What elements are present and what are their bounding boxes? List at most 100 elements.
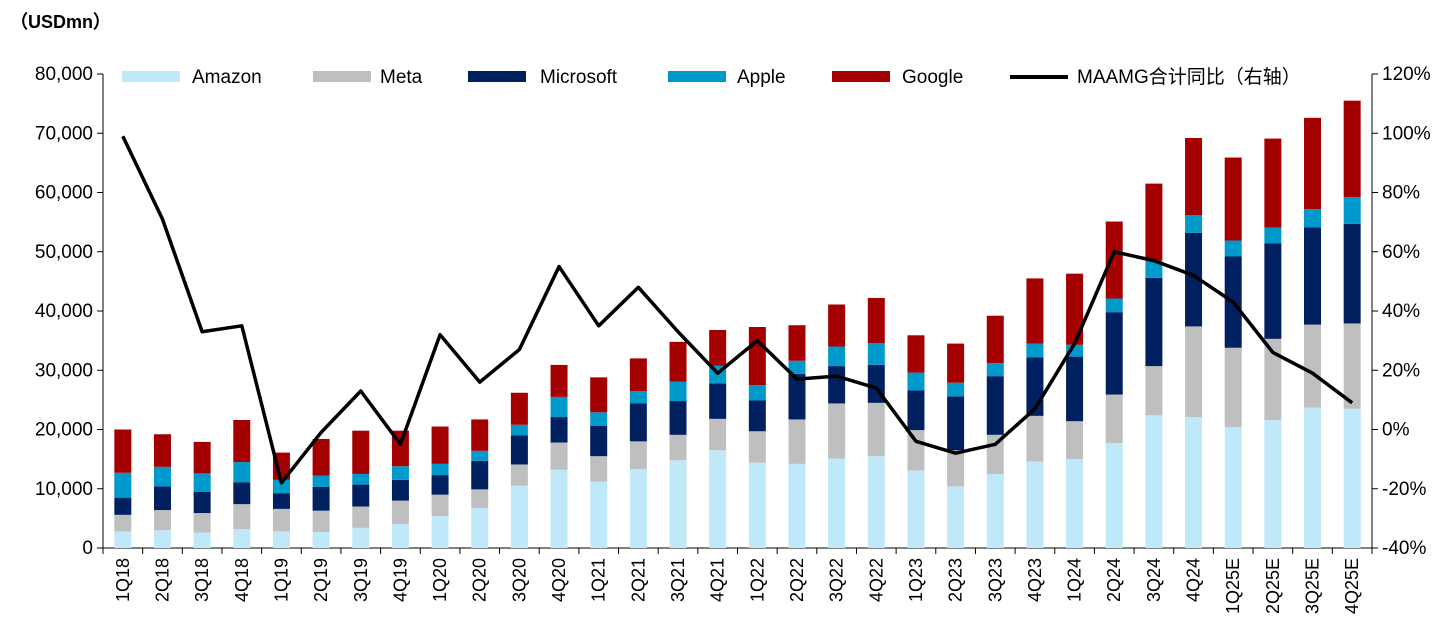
x-tick-label: 3Q25E bbox=[1303, 558, 1323, 614]
axes: 0 10,000 20,000 30,000 40,000 50,000 60,000 70,… bbox=[35, 64, 1431, 614]
left-tick-label: 70,000 bbox=[35, 123, 93, 144]
bar-apple-2q20 bbox=[471, 450, 489, 461]
bar-apple-4q23 bbox=[1026, 343, 1044, 358]
bar-google-1q25e bbox=[1224, 157, 1242, 241]
bar-google-2q24 bbox=[1105, 221, 1123, 299]
bar-apple-3q18 bbox=[193, 473, 211, 492]
bar-microsoft-3q24 bbox=[1145, 277, 1163, 367]
bar-microsoft-2q25e bbox=[1264, 243, 1282, 339]
left-tick-label: 60,000 bbox=[35, 183, 93, 204]
bar-apple-1q21 bbox=[590, 412, 608, 426]
left-tick-label: 0 bbox=[82, 538, 93, 559]
right-tick-label: 20% bbox=[1382, 360, 1420, 381]
bar-apple-1q25e bbox=[1224, 240, 1242, 257]
bar-google-4q20 bbox=[550, 364, 568, 397]
unit-label: （USDmn） bbox=[10, 12, 112, 32]
bar-amazon-4q24 bbox=[1185, 417, 1203, 548]
bar-microsoft-1q23 bbox=[907, 390, 925, 431]
bar-microsoft-2q21 bbox=[629, 403, 647, 442]
bar-meta-4q22 bbox=[867, 402, 885, 457]
right-tick-label: 0% bbox=[1382, 420, 1410, 441]
bar-microsoft-1q21 bbox=[590, 425, 608, 457]
bar-meta-1q21 bbox=[590, 456, 608, 482]
bar-meta-4q18 bbox=[233, 504, 251, 530]
bar-meta-3q21 bbox=[669, 434, 687, 461]
bar-apple-4q19 bbox=[391, 466, 409, 480]
bar-amazon-2q20 bbox=[471, 508, 489, 548]
bar-meta-3q24 bbox=[1145, 366, 1163, 416]
legend-label-line: MAAMG合计同比（右轴） bbox=[1077, 66, 1301, 88]
left-tick-label: 50,000 bbox=[35, 242, 93, 263]
x-tick-label: 3Q19 bbox=[351, 558, 371, 602]
bar-meta-2q21 bbox=[629, 441, 647, 470]
bar-google-2q21 bbox=[629, 358, 647, 391]
bar-microsoft-2q24 bbox=[1105, 312, 1123, 395]
x-tick-label: 4Q21 bbox=[708, 558, 728, 602]
bar-apple-1q23 bbox=[907, 372, 925, 391]
bar-google-3q20 bbox=[510, 392, 528, 425]
bar-google-1q24 bbox=[1066, 273, 1084, 345]
x-tick-label: 3Q18 bbox=[192, 558, 212, 602]
bar-meta-4q20 bbox=[550, 442, 568, 470]
bar-apple-3q23 bbox=[986, 363, 1004, 377]
bar-amazon-3q18 bbox=[193, 532, 211, 548]
bar-amazon-4q19 bbox=[391, 524, 409, 548]
bar-meta-2q19 bbox=[312, 510, 330, 533]
bar-microsoft-4q25e bbox=[1343, 223, 1361, 324]
bar-google-1q23 bbox=[907, 335, 925, 373]
bar-amazon-2q22 bbox=[788, 463, 806, 548]
bar-google-3q21 bbox=[669, 341, 687, 382]
bar-amazon-1q25e bbox=[1224, 427, 1242, 548]
bar-amazon-4q18 bbox=[233, 529, 251, 548]
right-tick-label: 120% bbox=[1382, 64, 1431, 85]
x-tick-label: 4Q25E bbox=[1342, 558, 1362, 614]
bar-apple-1q22 bbox=[748, 385, 766, 401]
bar-microsoft-4q24 bbox=[1185, 232, 1203, 327]
x-tick-label: 2Q25E bbox=[1263, 558, 1283, 614]
x-tick-label: 3Q21 bbox=[668, 558, 688, 602]
bar-meta-2q20 bbox=[471, 489, 489, 509]
bar-meta-1q23 bbox=[907, 430, 925, 471]
bar-google-3q23 bbox=[986, 315, 1004, 364]
left-tick-label: 20,000 bbox=[35, 420, 93, 441]
bar-google-3q19 bbox=[352, 430, 370, 474]
bar-meta-2q18 bbox=[153, 510, 171, 531]
bar-microsoft-1q22 bbox=[748, 400, 766, 432]
bar-meta-2q24 bbox=[1105, 394, 1123, 444]
bar-apple-3q22 bbox=[828, 346, 846, 367]
bar-meta-2q25e bbox=[1264, 338, 1282, 421]
yoy-line-path bbox=[121, 135, 1354, 485]
bar-apple-3q25e bbox=[1304, 209, 1322, 228]
bar-apple-3q19 bbox=[352, 473, 370, 485]
bar-amazon-4q22 bbox=[867, 456, 885, 548]
bar-apple-2q18 bbox=[153, 466, 171, 487]
bar-microsoft-1q18 bbox=[114, 497, 132, 515]
x-tick-label: 4Q19 bbox=[390, 558, 410, 602]
bar-apple-4q18 bbox=[233, 462, 251, 483]
bar-meta-3q20 bbox=[510, 464, 528, 486]
bar-google-4q25e bbox=[1343, 100, 1361, 198]
bar-amazon-2q23 bbox=[947, 486, 965, 548]
right-tick-label: 80% bbox=[1382, 183, 1420, 204]
bar-microsoft-2q20 bbox=[471, 460, 489, 490]
bar-apple-4q25e bbox=[1343, 197, 1361, 224]
x-tick-label: 3Q20 bbox=[509, 558, 529, 602]
bar-apple-3q20 bbox=[510, 424, 528, 436]
x-tick-label: 2Q24 bbox=[1104, 558, 1124, 602]
bar-microsoft-4q20 bbox=[550, 417, 568, 443]
bar-google-2q20 bbox=[471, 419, 489, 451]
bar-amazon-1q19 bbox=[272, 531, 290, 548]
legend-swatch-microsoft bbox=[468, 71, 526, 82]
x-tick-label: 3Q23 bbox=[985, 558, 1005, 602]
x-tick-label: 2Q19 bbox=[311, 558, 331, 602]
bar-meta-2q22 bbox=[788, 419, 806, 464]
bar-apple-4q20 bbox=[550, 396, 568, 418]
right-tick-label: 40% bbox=[1382, 301, 1420, 322]
right-tick-label: 100% bbox=[1382, 123, 1431, 144]
bar-microsoft-3q21 bbox=[669, 401, 687, 435]
bar-google-3q18 bbox=[193, 441, 211, 474]
legend-swatch-meta bbox=[313, 71, 371, 82]
bar-google-2q25e bbox=[1264, 138, 1282, 228]
bar-amazon-1q22 bbox=[748, 462, 766, 548]
